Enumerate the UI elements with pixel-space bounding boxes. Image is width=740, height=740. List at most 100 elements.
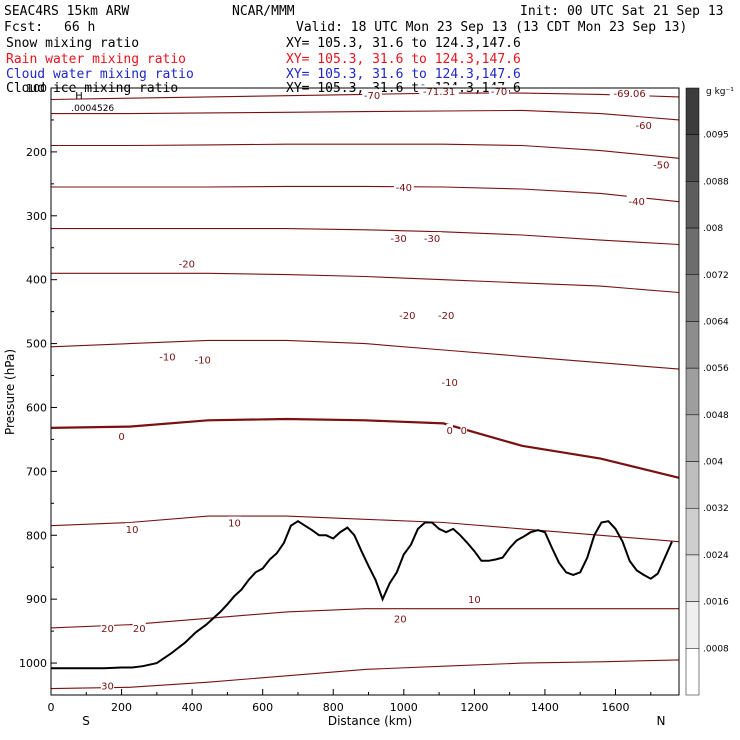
x-tick-label: 1000 bbox=[390, 701, 418, 714]
y-tick-label: 900 bbox=[26, 593, 47, 606]
x-tick-label: 400 bbox=[182, 701, 203, 714]
contour-label-bg bbox=[609, 87, 650, 100]
isotherm-10 bbox=[50, 515, 680, 543]
contour-label: 30 bbox=[101, 681, 114, 692]
y-tick-label: 400 bbox=[26, 274, 47, 287]
contour-label: 20 bbox=[133, 624, 146, 635]
contour-label-bg bbox=[100, 621, 115, 634]
field-rain-xy: XY= 105.3, 31.6 to 124.3,147.6 bbox=[286, 52, 521, 67]
contour-label: -30 bbox=[390, 234, 406, 245]
field-rain-name: Rain water mixing ratio bbox=[6, 52, 187, 67]
contour-label-bg bbox=[460, 423, 468, 436]
contour-label: -60 bbox=[636, 121, 652, 132]
contour-label-bg bbox=[157, 350, 178, 363]
contour-label-bg bbox=[132, 621, 146, 634]
y-tick-label: 200 bbox=[26, 146, 47, 159]
colorbar-swatch bbox=[685, 507, 700, 556]
model-name: SEAC4RS 15km ARW bbox=[4, 4, 130, 19]
colorbar-swatch bbox=[685, 367, 700, 416]
colorbar-label: .0064 bbox=[703, 317, 729, 327]
contour-label-bg bbox=[436, 308, 457, 321]
colorbar-swatch bbox=[685, 414, 700, 462]
isotherm-m50 bbox=[51, 143, 680, 159]
contour-label: 10 bbox=[126, 525, 139, 536]
x-tick-label: 800 bbox=[323, 701, 344, 714]
contour-label: -10 bbox=[442, 378, 458, 389]
contour-label-bg bbox=[439, 375, 460, 388]
colorbar-swatch bbox=[685, 321, 700, 369]
valid-time: Valid: 18 UTC Mon 23 Sep 13 (13 CDT Mon … bbox=[296, 20, 688, 35]
contour-label-layer: -70 -71.31 -70 -69.06 -60 -50 -40 -40 -30 -30 -20 -… bbox=[71, 85, 672, 692]
isotherm-m30 bbox=[51, 228, 680, 246]
colorbar-label: .004 bbox=[703, 458, 723, 468]
y-tick-label: 300 bbox=[26, 210, 47, 223]
x-end-label-south: S bbox=[82, 714, 90, 728]
contour-label: -20 bbox=[399, 311, 415, 322]
y-tick-label: 800 bbox=[26, 529, 47, 542]
colorbar-swatch bbox=[685, 181, 700, 229]
contour-label: 10 bbox=[228, 518, 241, 529]
colorbar-swatch bbox=[685, 648, 700, 696]
y-tick-label: 1000 bbox=[19, 657, 47, 670]
contour-label: -30 bbox=[424, 234, 440, 245]
contour-label-bg bbox=[633, 119, 654, 132]
x-tick-label: 0 bbox=[48, 701, 55, 714]
x-axis-title: Distance (km) bbox=[328, 714, 412, 728]
contour-label: -50 bbox=[653, 161, 669, 172]
field-cloudwater-name: Cloud water mixing ratio bbox=[6, 67, 194, 82]
colorbar-label: .0008 bbox=[703, 644, 729, 654]
colorbar-label: .0056 bbox=[703, 364, 729, 374]
y-tick-label: 500 bbox=[26, 338, 47, 351]
contour-label: -71.31 bbox=[423, 87, 455, 98]
colorbar-label: .0072 bbox=[703, 271, 729, 281]
contour-label-bg bbox=[467, 593, 481, 606]
contour-label-bg bbox=[388, 232, 409, 245]
contour-label-bg bbox=[422, 232, 442, 245]
isotherm-m10 bbox=[50, 339, 680, 370]
contour-label: -69.06 bbox=[613, 89, 645, 100]
fcst-value: 66 h bbox=[64, 20, 96, 35]
contour-label: 0 bbox=[446, 426, 452, 437]
contour-label-bg bbox=[393, 181, 414, 194]
colorbar-swatch bbox=[685, 554, 700, 602]
colorbar-swatch bbox=[685, 601, 700, 649]
colorbar-label: .0088 bbox=[703, 177, 729, 187]
field-snow-xy: XY= 105.3, 31.6 to 124.3,147.6 bbox=[286, 36, 521, 51]
colorbar-swatch bbox=[685, 227, 700, 276]
contour-label-bg bbox=[362, 89, 382, 102]
x-end-label-north: N bbox=[657, 714, 666, 728]
axes-layer: 0 200 400 600 800 1000 1200 1400 160020030040050… bbox=[19, 82, 652, 714]
terrain-layer bbox=[51, 520, 673, 670]
fcst-label: Fcst: bbox=[4, 20, 44, 35]
colorbar-label: .0095 bbox=[703, 131, 729, 141]
contour-label-bg bbox=[192, 353, 213, 366]
contour-label: 0 bbox=[461, 426, 467, 437]
colorbar-label: .0032 bbox=[703, 504, 729, 514]
contour-label: 20 bbox=[101, 624, 114, 635]
contour-label-bg bbox=[397, 308, 418, 321]
center-name: NCAR/MMM bbox=[232, 4, 295, 19]
contour-label-bg bbox=[125, 522, 139, 535]
contour-label: -40 bbox=[628, 197, 644, 208]
contour-label-bg bbox=[227, 516, 242, 529]
init-time: Init: 00 UTC Sat 21 Sep 13 bbox=[520, 4, 724, 19]
y-tick-label: 600 bbox=[26, 401, 47, 414]
contour-label: -40 bbox=[396, 183, 412, 194]
contour-label-bg bbox=[651, 158, 672, 171]
x-tick-label: 200 bbox=[111, 701, 132, 714]
colorbar: .0095 .0088 .008 .0072 .0064 .0056 .0048 .004 .0… bbox=[685, 87, 729, 696]
colorbar-label: .0024 bbox=[703, 551, 729, 561]
contour-label: -70 bbox=[364, 91, 380, 102]
x-tick-label: 1600 bbox=[601, 701, 629, 714]
x-tick-label: 600 bbox=[252, 701, 273, 714]
contour-label: -10 bbox=[159, 352, 175, 363]
isotherm-20 bbox=[50, 608, 679, 629]
colorbar-swatch bbox=[685, 274, 700, 322]
isotherm-0 bbox=[50, 417, 680, 479]
contour-label: 10 bbox=[468, 595, 481, 606]
y-tick-label: 700 bbox=[26, 465, 47, 478]
contour-label-bg bbox=[100, 679, 115, 692]
isotherm-layer bbox=[50, 92, 680, 690]
contour-label: -70 bbox=[491, 87, 507, 98]
terrain-profile bbox=[51, 520, 673, 670]
